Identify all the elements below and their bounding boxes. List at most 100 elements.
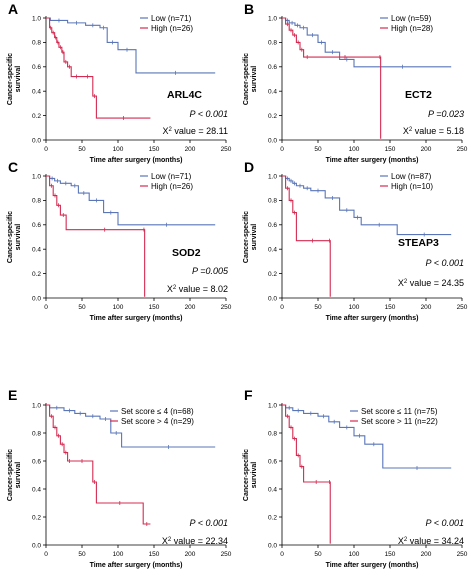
legend-entry: Low (n=71)	[151, 172, 192, 181]
y-tick-label: 0.8	[32, 40, 41, 47]
series-high-curve	[46, 175, 146, 297]
x-tick-label: 200	[421, 551, 432, 558]
y-axis-label-line: survival	[251, 224, 258, 251]
x-tick-label: 100	[349, 146, 360, 153]
y-axis-label-line: survival	[15, 462, 22, 489]
p-value: P =0.005	[192, 266, 229, 276]
x-axis-label: Time after surgery (months)	[90, 562, 183, 569]
p-value: P < 0.001	[426, 518, 464, 528]
y-tick-label: 0.2	[32, 113, 41, 120]
chi-value-text: value = 5.18	[412, 126, 464, 136]
x-axis-label: Time after surgery (months)	[90, 157, 183, 164]
panel-label: D	[244, 159, 254, 175]
legend-entry: Low (n=59)	[391, 14, 432, 23]
gene-label: ARL4C	[167, 89, 202, 101]
y-tick-label: 0.6	[268, 458, 277, 465]
legend-entry: High (n=28)	[391, 24, 433, 33]
y-axis-label-line: Cancer-specific	[7, 53, 14, 105]
x-tick-label: 200	[421, 304, 432, 311]
y-tick-label: 0.4	[268, 247, 277, 254]
chi-symbol: X	[403, 126, 409, 136]
y-axis-label: Cancer-specificsurvival	[7, 449, 22, 501]
chi-value-text: value = 28.11	[172, 126, 228, 136]
y-tick-label: 0.6	[32, 458, 41, 465]
x-tick-label: 0	[280, 146, 284, 153]
y-axis-label: Cancer-specificsurvival	[243, 449, 258, 501]
legend-entry: Low (n=87)	[391, 172, 432, 181]
chi-value-text: value = 24.35	[407, 278, 464, 288]
y-tick-label: 0.2	[268, 271, 277, 278]
y-axis-label-line: survival	[15, 224, 22, 251]
chi-square-value: X2 value = 34.24	[398, 536, 464, 546]
chi-symbol: X	[398, 536, 404, 546]
y-axis-label: Cancer-specificsurvival	[7, 211, 22, 263]
y-tick-label: 0.2	[32, 271, 41, 278]
panel-label: A	[8, 1, 18, 17]
y-axis-label-line: Cancer-specific	[7, 449, 14, 501]
chi-value-text: value = 34.24	[407, 536, 464, 546]
x-tick-label: 0	[44, 551, 48, 558]
series-low-curve	[282, 17, 452, 68]
gene-label: ECT2	[405, 89, 432, 101]
y-axis-label-line: survival	[15, 66, 22, 93]
x-tick-label: 0	[44, 304, 48, 311]
x-axis-label: Time after surgery (months)	[326, 157, 419, 164]
x-tick-label: 100	[113, 304, 124, 311]
x-tick-label: 50	[314, 304, 322, 311]
series-high-curve	[46, 404, 151, 525]
y-tick-label: 1.0	[268, 15, 277, 22]
x-tick-label: 250	[221, 146, 232, 153]
x-tick-label: 100	[349, 551, 360, 558]
chi-superscript: 2	[168, 537, 172, 543]
legend-entry: High (n=10)	[391, 182, 433, 191]
x-tick-label: 100	[349, 304, 360, 311]
chi-square-value: X2 value = 24.35	[398, 278, 464, 288]
y-tick-label: 1.0	[32, 15, 41, 22]
x-tick-label: 100	[113, 551, 124, 558]
x-tick-label: 150	[149, 551, 160, 558]
y-tick-label: 1.0	[32, 173, 41, 180]
panel-f: F 0.0 0.2 0.4 0.6 0.8 1.0 0 50 100 150 200 250 Time a…	[243, 387, 468, 569]
x-axis-label: Time after surgery (months)	[326, 315, 419, 322]
series-high-curve	[282, 17, 382, 139]
y-tick-label: 0.4	[268, 89, 277, 96]
y-axis-label: Cancer-specificsurvival	[243, 53, 258, 105]
y-tick-label: 1.0	[268, 402, 277, 409]
x-axis-label: Time after surgery (months)	[90, 315, 183, 322]
y-tick-label: 0.2	[32, 514, 41, 521]
y-tick-label: 0.0	[32, 295, 41, 302]
y-tick-label: 0.8	[268, 198, 277, 205]
series-high-curve	[282, 175, 331, 297]
chi-superscript: 2	[173, 285, 177, 291]
x-tick-label: 50	[314, 146, 322, 153]
legend-entry: Low (n=71)	[151, 14, 192, 23]
chi-symbol: X	[167, 284, 173, 294]
y-axis-label-line: survival	[251, 462, 258, 489]
p-value: P < 0.001	[190, 109, 228, 119]
x-tick-label: 0	[280, 304, 284, 311]
y-tick-label: 0.8	[268, 40, 277, 47]
y-tick-label: 0.0	[268, 295, 277, 302]
panel-c: C 0.0 0.2 0.4 0.6 0.8 1.0 0 50 100 150 200 250 Time a…	[7, 159, 232, 322]
y-tick-label: 0.4	[268, 486, 277, 493]
y-tick-label: 0.6	[32, 222, 41, 229]
chi-square-value: X2 value = 22.34	[162, 536, 228, 546]
legend-entry: Set score > 11 (n=22)	[361, 417, 438, 426]
y-tick-label: 0.8	[32, 430, 41, 437]
series-high-curve	[282, 404, 331, 544]
y-tick-label: 1.0	[32, 402, 41, 409]
panel-label: C	[8, 159, 18, 175]
y-axis-label: Cancer-specificsurvival	[7, 53, 22, 105]
x-tick-label: 50	[78, 304, 86, 311]
panel-b: B 0.0 0.2 0.4 0.6 0.8 1.0 0 50 100 150 200 250 Time a…	[243, 1, 468, 164]
y-tick-label: 0.8	[268, 430, 277, 437]
panel-label: F	[244, 387, 253, 403]
chi-value-text: value = 22.34	[171, 536, 228, 546]
legend-entry: Set score ≤ 11 (n=75)	[361, 407, 438, 416]
p-value: P < 0.001	[426, 258, 464, 268]
x-tick-label: 250	[457, 146, 468, 153]
legend-entry: High (n=26)	[151, 182, 193, 191]
y-tick-label: 0.4	[32, 486, 41, 493]
y-tick-label: 0.4	[32, 247, 41, 254]
